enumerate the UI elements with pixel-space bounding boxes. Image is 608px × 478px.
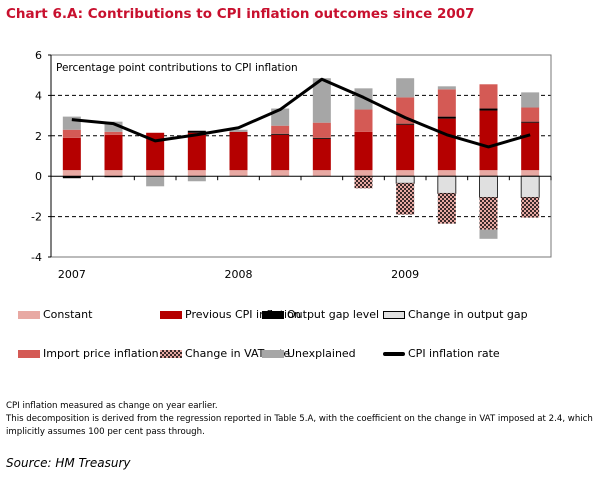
bar-segment-change-in-vat-rate bbox=[396, 183, 415, 215]
bar-segment-constant bbox=[229, 170, 248, 177]
bar-segment-import-price-inflation bbox=[354, 109, 373, 132]
bar-segment-previous-cpi-inflation bbox=[312, 138, 331, 171]
legend-swatch bbox=[383, 351, 405, 356]
bar-segment-previous-cpi-inflation bbox=[104, 134, 123, 171]
bar-segment-change-in-output-gap bbox=[395, 175, 415, 184]
legend-swatch bbox=[383, 310, 405, 319]
bar-segment-constant bbox=[437, 170, 456, 177]
y-tick-label: 2 bbox=[35, 130, 42, 143]
legend-item-output-gap-level: Output gap level bbox=[262, 308, 379, 321]
bar-segment-previous-cpi-inflation bbox=[229, 131, 248, 171]
y-tick-label: -4 bbox=[31, 251, 42, 264]
bar-segment-constant bbox=[521, 170, 540, 177]
bar-segment-unexplained bbox=[62, 116, 81, 130]
note-2: This decomposition is derived from the r… bbox=[6, 414, 593, 437]
bar-segment-import-price-inflation bbox=[396, 97, 415, 124]
legend-item-change-in-output-gap: Change in output gap bbox=[383, 308, 528, 321]
bar-segment-unexplained bbox=[312, 78, 331, 123]
bar-segment-change-in-output-gap bbox=[479, 175, 498, 198]
bar-segment-unexplained bbox=[229, 129, 248, 132]
bar-segment-unexplained bbox=[437, 86, 456, 90]
legend-swatch bbox=[262, 349, 284, 358]
bar-segment-previous-cpi-inflation bbox=[354, 131, 373, 171]
bar-segment-output-gap-level bbox=[104, 176, 123, 178]
bar-segment-previous-cpi-inflation bbox=[62, 137, 81, 171]
bar-segment-constant bbox=[479, 170, 498, 177]
bar-segment-output-gap-level bbox=[396, 123, 415, 125]
source: Source: HM Treasury bbox=[6, 456, 131, 470]
bar-segment-unexplained bbox=[187, 176, 206, 182]
bar-segment-previous-cpi-inflation bbox=[187, 132, 206, 171]
plot-frame bbox=[50, 54, 552, 258]
bar-segment-constant bbox=[62, 170, 81, 177]
legend-label: CPI inflation rate bbox=[408, 347, 500, 360]
note-1: CPI inflation measured as change on year… bbox=[6, 401, 218, 411]
bar-segment-change-in-output-gap bbox=[520, 175, 540, 198]
bar-segment-change-in-vat-rate bbox=[437, 193, 456, 224]
chart-title: Chart 6.A: Contributions to CPI inflatio… bbox=[6, 6, 475, 22]
bar-segment-unexplained bbox=[521, 92, 540, 108]
bar-segment-import-price-inflation bbox=[479, 84, 498, 109]
bar-segment-import-price-inflation bbox=[104, 131, 123, 135]
bar-segment-unexplained bbox=[479, 229, 498, 239]
x-tick-label: 2007 bbox=[58, 268, 86, 281]
bar-segment-constant bbox=[187, 170, 206, 177]
bar-segment-output-gap-level bbox=[479, 108, 498, 111]
bar-segment-previous-cpi-inflation bbox=[521, 122, 540, 171]
legend-label: Unexplained bbox=[287, 347, 356, 360]
legend-swatch bbox=[160, 349, 182, 358]
x-tick-label: 2009 bbox=[391, 268, 419, 281]
bar-segment-import-price-inflation bbox=[312, 122, 331, 138]
bar-segment-previous-cpi-inflation bbox=[479, 110, 498, 171]
bar-segment-change-in-output-gap bbox=[437, 175, 457, 194]
legend-item-unexplained: Unexplained bbox=[262, 347, 356, 360]
bar-segment-import-price-inflation bbox=[62, 129, 81, 138]
bar-segment-constant bbox=[312, 170, 331, 177]
bar-segment-output-gap-level bbox=[521, 121, 540, 123]
bar-segment-change-in-vat-rate bbox=[479, 197, 498, 230]
legend-label: Change in output gap bbox=[408, 308, 528, 321]
bar-segment-previous-cpi-inflation bbox=[271, 134, 290, 171]
x-tick-label: 2008 bbox=[225, 268, 253, 281]
bar-segment-constant bbox=[271, 170, 290, 177]
bar-segment-output-gap-level bbox=[437, 116, 456, 119]
bar-segment-output-gap-level bbox=[62, 176, 81, 179]
bar-segment-constant bbox=[104, 170, 123, 177]
y-tick-label: 0 bbox=[35, 170, 42, 183]
bar-segment-previous-cpi-inflation bbox=[146, 132, 165, 171]
legend-swatch bbox=[18, 349, 40, 358]
bar-segment-unexplained bbox=[146, 176, 165, 187]
legend-item-cpi-inflation-rate: CPI inflation rate bbox=[383, 347, 500, 360]
bar-segment-previous-cpi-inflation bbox=[437, 118, 456, 171]
bar-segment-import-price-inflation bbox=[437, 89, 456, 117]
y-tick-label: -2 bbox=[31, 211, 42, 224]
bar-segment-previous-cpi-inflation bbox=[396, 124, 415, 171]
legend-label: Import price inflation bbox=[43, 347, 159, 360]
y-tick-label: 6 bbox=[35, 49, 42, 62]
bar-segment-unexplained bbox=[396, 78, 415, 98]
legend-item-constant: Constant bbox=[18, 308, 92, 321]
bar-segment-change-in-vat-rate bbox=[521, 197, 540, 218]
bar-segment-constant bbox=[396, 170, 415, 177]
bar-segment-change-in-vat-rate bbox=[354, 176, 373, 189]
bar-segment-import-price-inflation bbox=[521, 107, 540, 122]
bar-segment-constant bbox=[354, 170, 373, 177]
legend-label: Constant bbox=[43, 308, 93, 321]
bar-segment-output-gap-level bbox=[312, 137, 331, 139]
legend-item-import-price-inflation: Import price inflation bbox=[18, 347, 159, 360]
bar-segment-unexplained bbox=[104, 121, 123, 132]
legend-swatch bbox=[262, 310, 284, 319]
chart-subtitle: Percentage point contributions to CPI in… bbox=[56, 62, 298, 74]
bar-segment-constant bbox=[146, 170, 165, 177]
y-tick-label: 4 bbox=[35, 89, 42, 102]
legend-swatch bbox=[160, 310, 182, 319]
bar-segment-import-price-inflation bbox=[271, 125, 290, 134]
legend-swatch bbox=[18, 310, 40, 319]
bar-segment-output-gap-level bbox=[271, 133, 290, 135]
bar-segment-output-gap-level bbox=[187, 130, 206, 133]
legend-label: Output gap level bbox=[287, 308, 380, 321]
chart: Percentage point contributions to CPI in… bbox=[31, 49, 552, 281]
cpi-inflation-line bbox=[71, 77, 531, 149]
